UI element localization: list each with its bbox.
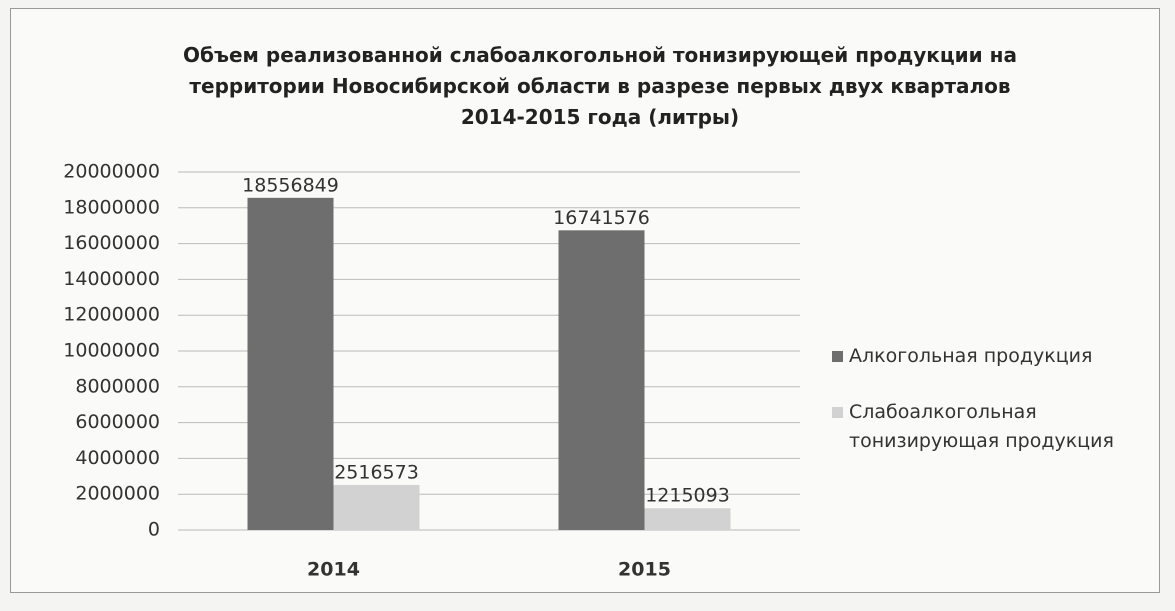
y-tick-label: 4000000	[75, 447, 160, 469]
legend-swatch	[832, 351, 843, 362]
y-tick-label: 6000000	[75, 411, 160, 433]
y-tick-label: 12000000	[63, 304, 160, 326]
chart-title: Объем реализованной слабоалкогольной тон…	[183, 43, 1017, 129]
y-tick-label: 0	[148, 519, 160, 541]
data-label: 16741576	[553, 207, 650, 229]
bar	[644, 508, 731, 530]
x-tick-label: 2015	[618, 559, 671, 581]
data-label: 2516573	[334, 461, 419, 483]
y-tick-label: 8000000	[75, 375, 160, 397]
legend-item: Слабоалкогольная тонизирующая продукция	[832, 398, 1152, 456]
y-tick-label: 2000000	[75, 483, 160, 505]
data-label: 1215093	[645, 485, 730, 507]
x-tick-label: 2014	[307, 559, 360, 581]
y-tick-label: 14000000	[63, 268, 160, 290]
legend-item: Алкогольная продукция	[832, 342, 1152, 371]
y-tick-label: 16000000	[63, 232, 160, 254]
y-tick-label: 18000000	[63, 196, 160, 218]
legend-label: Алкогольная продукция	[849, 345, 1093, 367]
legend-swatch	[832, 407, 843, 418]
legend-label: Слабоалкогольная тонизирующая продукция	[849, 401, 1114, 452]
bar	[247, 197, 334, 530]
y-tick-label: 10000000	[63, 340, 160, 362]
y-tick-label: 20000000	[63, 161, 160, 183]
data-label: 18556849	[242, 174, 339, 196]
bar	[333, 484, 420, 530]
bar	[558, 230, 645, 530]
